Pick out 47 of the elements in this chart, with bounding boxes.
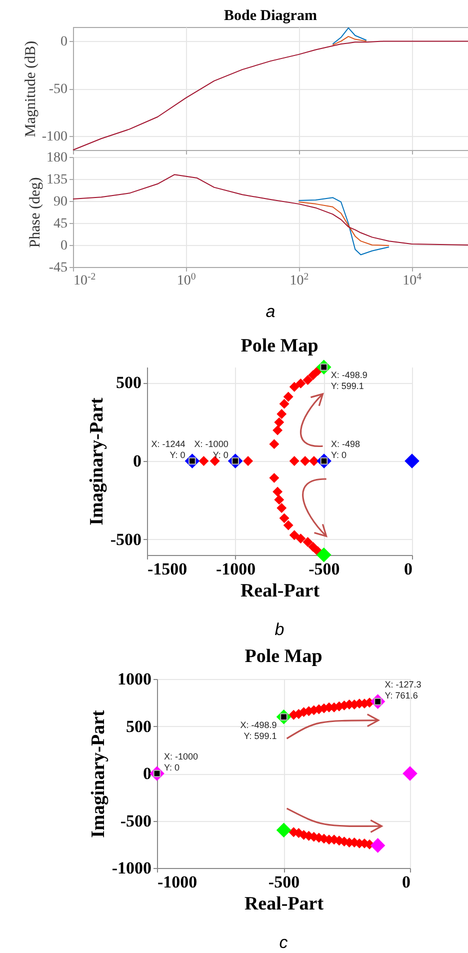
x-tick-label: 10$^{2}$ xyxy=(290,271,309,288)
y-tick-label: -50 xyxy=(48,82,68,97)
annotation: X: -127.3 Y: 761.6 xyxy=(384,680,422,701)
y-tick-label: 0 xyxy=(133,452,142,470)
annotation: X: -1000 Y: 0 xyxy=(194,439,228,460)
y-tick-label: 135 xyxy=(46,172,68,188)
chart-title: Pole Map xyxy=(244,646,322,667)
x-axis-title: Real-Part xyxy=(244,894,324,914)
x-tick-label: 0 xyxy=(404,560,412,578)
y-axis-title: Imaginary-Part xyxy=(88,709,109,838)
y-tick-label: -500 xyxy=(110,530,142,549)
y-tick-label: 500 xyxy=(126,716,152,736)
y-tick-label: 0 xyxy=(143,764,152,783)
y-tick-label: -1000 xyxy=(112,858,152,878)
y-tick-label: 180 xyxy=(46,150,68,166)
y-axis-title: Magnitude (dB) xyxy=(22,40,39,138)
x-tick-label: -500 xyxy=(308,560,340,578)
x-tick-label: 0 xyxy=(402,872,410,892)
x-tick-label: 10$^{0}$ xyxy=(176,271,196,288)
x-tick-label: 10$^{-2}$ xyxy=(74,271,96,288)
annotation: X: -1244 Y: 0 xyxy=(151,439,186,460)
y-tick-label: 90 xyxy=(54,194,68,210)
annotation: X: -498 Y: 0 xyxy=(331,439,360,460)
chart-title: Pole Map xyxy=(240,336,318,357)
x-tick-label: -1500 xyxy=(148,560,188,578)
text: a xyxy=(266,302,276,321)
x-tick-label: -1000 xyxy=(158,872,198,892)
annotation: X: -1000 Y: 0 xyxy=(164,752,198,772)
annotation: X: -498.9 Y: 599.1 xyxy=(330,370,368,392)
x-tick-label: -500 xyxy=(268,872,300,892)
y-axis-title: Phase (deg) xyxy=(28,177,44,248)
y-tick-label: 500 xyxy=(116,373,142,392)
text: c xyxy=(279,933,288,952)
y-axis-title: Imaginary-Part xyxy=(86,396,108,526)
y-tick-label: -500 xyxy=(120,811,152,830)
y-tick-label: 45 xyxy=(54,216,68,232)
y-tick-label: 1000 xyxy=(118,670,152,688)
y-tick-label: 0 xyxy=(60,238,68,254)
x-axis-title: Real-Part xyxy=(240,580,320,602)
y-tick-label: 0 xyxy=(60,34,68,50)
x-tick-label: 10$^{4}$ xyxy=(402,271,422,288)
chart-title: Bode Diagram xyxy=(224,8,318,24)
y-tick-label: -45 xyxy=(48,260,68,276)
annotation: X: -498.9 Y: 599.1 xyxy=(240,720,277,741)
y-tick-label: -100 xyxy=(42,129,68,144)
text: b xyxy=(274,620,284,639)
x-tick-label: -1000 xyxy=(216,560,256,578)
